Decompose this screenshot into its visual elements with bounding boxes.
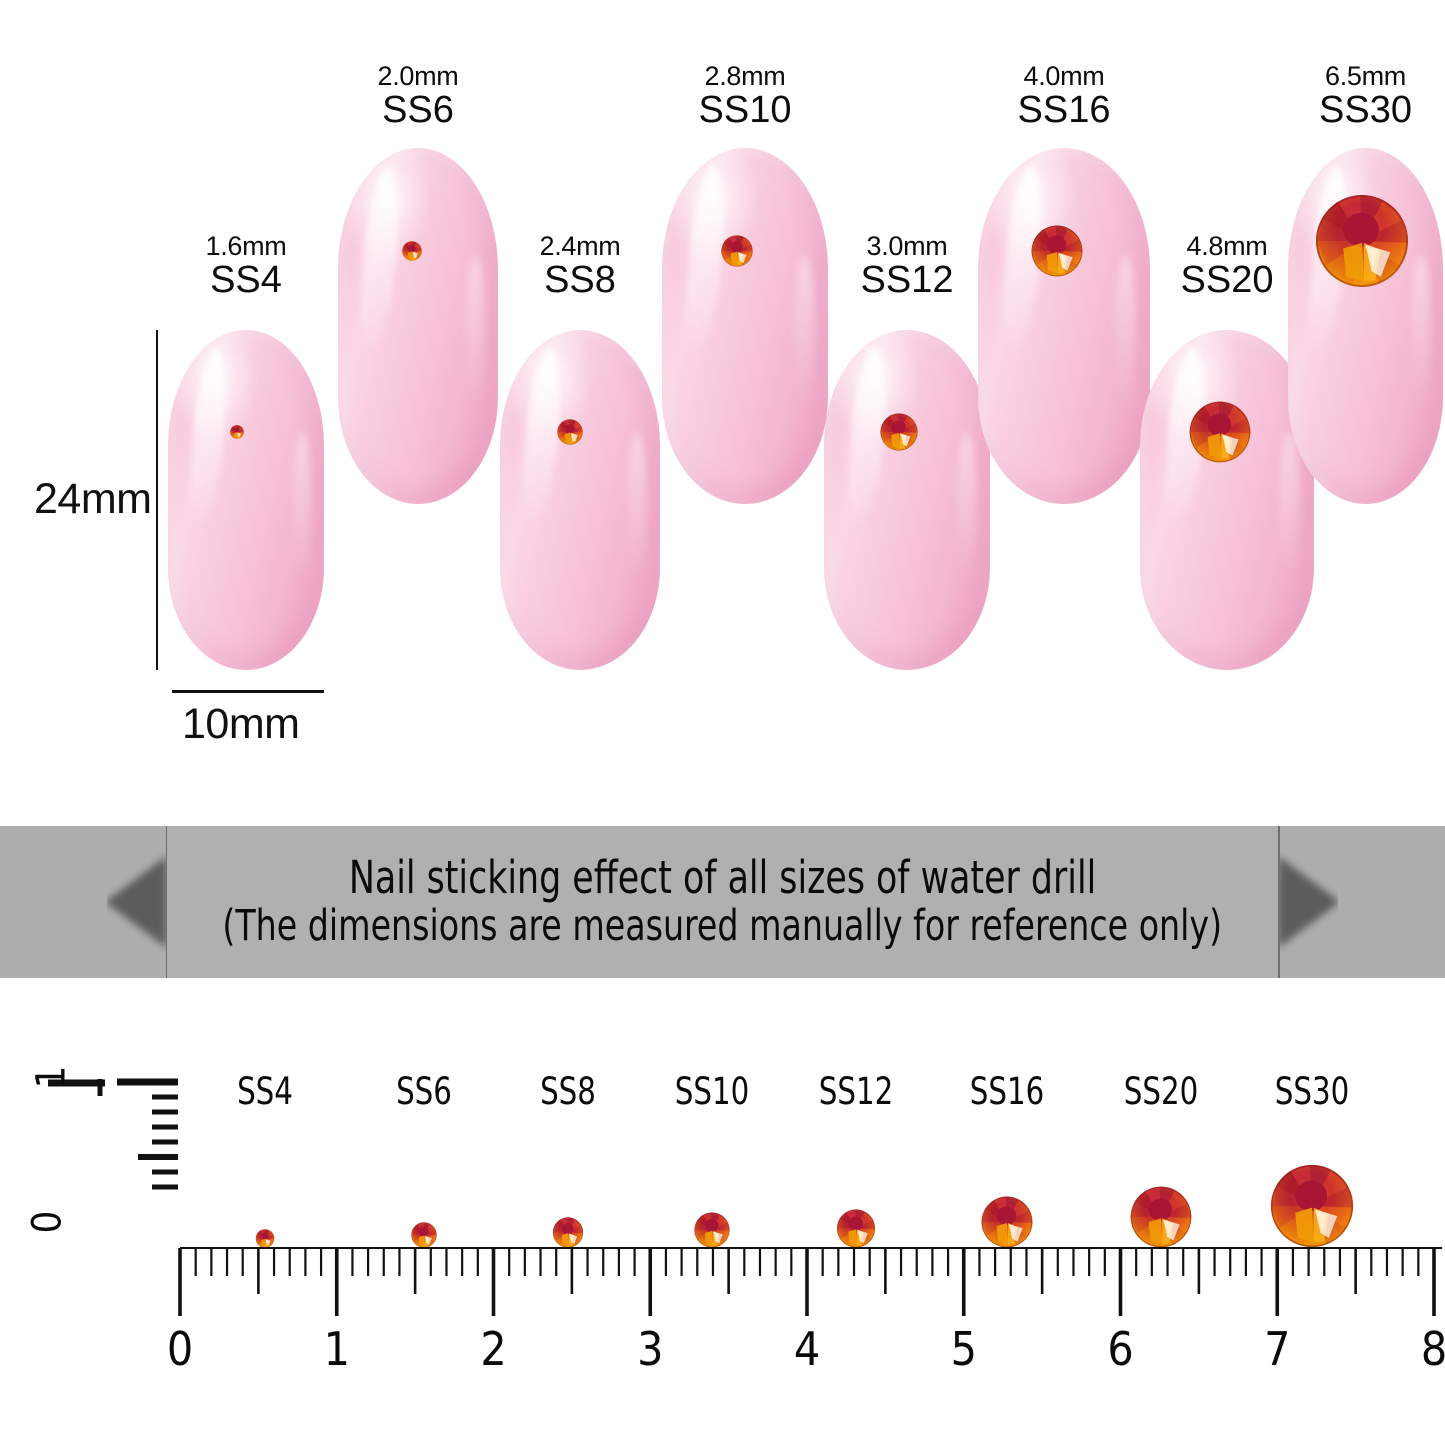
nail-mm-value: 6.5mm bbox=[1324, 61, 1407, 91]
nail-mm-value: 2.8mm bbox=[704, 61, 786, 91]
banner-fold-left bbox=[107, 826, 167, 978]
ruler-rhinestone-ss10 bbox=[694, 1212, 730, 1248]
info-banner: Nail sticking effect of all sizes of wat… bbox=[0, 826, 1445, 978]
ruler-rhinestone-ss12 bbox=[836, 1209, 876, 1248]
rhinestone-gem bbox=[880, 413, 918, 451]
nail-mm-value: 4.0mm bbox=[1023, 61, 1105, 91]
ruler-stone-label-ss30: SS30 bbox=[1274, 1070, 1350, 1113]
banner-fold-right bbox=[1278, 826, 1338, 978]
nail-ss-value: SS4 bbox=[210, 259, 282, 302]
ruler-tick-number: 5 bbox=[950, 1322, 977, 1376]
ruler-stone-label-ss4: SS4 bbox=[237, 1070, 293, 1113]
nail-size-label: 2.4mm SS8 bbox=[539, 232, 620, 301]
nail-ss-value: SS20 bbox=[1180, 259, 1274, 302]
nail-mm-value: 2.4mm bbox=[539, 231, 621, 261]
nail-body bbox=[824, 330, 990, 670]
ruler-stone-label-ss8: SS8 bbox=[540, 1070, 596, 1113]
ruler-tick-number: 1 bbox=[323, 1322, 350, 1376]
nail-body bbox=[338, 148, 498, 504]
horizontal-measure-label: 10mm bbox=[182, 700, 300, 748]
banner-edge-right bbox=[1277, 826, 1280, 978]
banner-title: Nail sticking effect of all sizes of wat… bbox=[348, 851, 1097, 905]
ruler-rhinestone-ss16 bbox=[981, 1196, 1033, 1248]
ruler-tick-number: 3 bbox=[637, 1322, 664, 1376]
banner-subtitle: (The dimensions are measured manually fo… bbox=[222, 901, 1223, 952]
rhinestone-gem bbox=[1189, 401, 1251, 463]
ruler-ticks bbox=[178, 1247, 1442, 1316]
nail-ss-value: SS30 bbox=[1319, 89, 1412, 132]
nail-body bbox=[1140, 330, 1314, 670]
nail-body bbox=[500, 330, 660, 670]
nail-size-label: 4.8mm SS20 bbox=[1181, 232, 1274, 301]
nail-size-label: 1.6mm SS4 bbox=[205, 232, 286, 301]
vertical-mini-scale bbox=[48, 1078, 178, 1190]
nail-sample-ss20: 4.8mm SS20 bbox=[1140, 232, 1314, 670]
rhinestone-gem bbox=[557, 419, 584, 445]
nail-sample-ss6: 2.0mm SS6 bbox=[338, 62, 498, 504]
nail-mm-value: 3.0mm bbox=[866, 231, 948, 261]
rhinestone-gem bbox=[721, 235, 753, 267]
ruler-stone-label-ss16: SS16 bbox=[969, 1070, 1045, 1113]
nail-mm-value: 1.6mm bbox=[205, 231, 287, 261]
ruler-tick-number: 2 bbox=[480, 1322, 507, 1376]
rhinestone-gem bbox=[1315, 194, 1409, 288]
rhinestone-gem bbox=[401, 241, 422, 262]
ruler-rhinestone-ss30 bbox=[1270, 1164, 1354, 1248]
nail-sample-ss30: 6.5mm SS30 bbox=[1288, 62, 1443, 504]
nail-sample-ss10: 2.8mm SS10 bbox=[662, 62, 828, 504]
ruler-stone-label-ss12: SS12 bbox=[818, 1070, 894, 1113]
ruler-tick-number: 8 bbox=[1420, 1322, 1445, 1376]
nail-size-chart-panel: 24mm 10mm 1.6mm SS4 bbox=[0, 0, 1445, 820]
ruler-stone-label-ss20: SS20 bbox=[1123, 1070, 1199, 1113]
rhinestone-gem bbox=[1031, 225, 1083, 277]
nail-size-label: 3.0mm SS12 bbox=[861, 232, 954, 301]
nail-body bbox=[978, 148, 1150, 504]
ruler-tick-number: 4 bbox=[793, 1322, 821, 1376]
ruler-stone-label-ss6: SS6 bbox=[396, 1070, 452, 1113]
ruler-rhinestone-ss8 bbox=[552, 1217, 584, 1248]
nail-ss-value: SS6 bbox=[382, 89, 454, 132]
nail-mm-value: 4.8mm bbox=[1186, 231, 1268, 261]
nail-body bbox=[1288, 148, 1443, 504]
nail-ss-value: SS10 bbox=[698, 89, 792, 132]
nail-ss-value: SS12 bbox=[860, 259, 954, 302]
horizontal-measure-line bbox=[172, 690, 324, 693]
banner-plate: Nail sticking effect of all sizes of wat… bbox=[167, 826, 1278, 978]
nail-sample-ss4: 1.6mm SS4 bbox=[168, 232, 324, 670]
nail-size-label: 6.5mm SS30 bbox=[1319, 62, 1412, 131]
vertical-measure-line bbox=[156, 330, 158, 670]
nail-ss-value: SS8 bbox=[544, 259, 616, 302]
nail-body bbox=[662, 148, 828, 504]
ruler-rhinestone-ss6 bbox=[411, 1222, 437, 1248]
nail-size-label: 4.0mm SS16 bbox=[1018, 62, 1111, 131]
vertical-measure-label: 24mm bbox=[34, 475, 152, 523]
ruler-tick-number: 7 bbox=[1264, 1322, 1291, 1376]
ruler-tick-number: 0 bbox=[166, 1322, 194, 1376]
ruler-rhinestone-ss4 bbox=[255, 1229, 275, 1248]
ruler-size-chart-panel: 1 0 SS4 bbox=[0, 978, 1445, 1445]
nail-sample-ss16: 4.0mm SS16 bbox=[978, 62, 1150, 504]
nail-size-label: 2.8mm SS10 bbox=[699, 62, 792, 131]
nail-size-label: 2.0mm SS6 bbox=[377, 62, 458, 131]
nail-body bbox=[168, 330, 324, 670]
nail-sample-ss12: 3.0mm SS12 bbox=[824, 232, 990, 670]
nail-ss-value: SS16 bbox=[1017, 89, 1111, 132]
nail-mm-value: 2.0mm bbox=[377, 61, 459, 91]
rhinestone-gem bbox=[229, 425, 244, 439]
ruler-rhinestone-ss20 bbox=[1130, 1186, 1192, 1248]
ruler-tick-number: 6 bbox=[1107, 1322, 1134, 1376]
ruler-stone-label-ss10: SS10 bbox=[674, 1070, 750, 1113]
nail-sample-ss8: 2.4mm SS8 bbox=[500, 232, 660, 670]
